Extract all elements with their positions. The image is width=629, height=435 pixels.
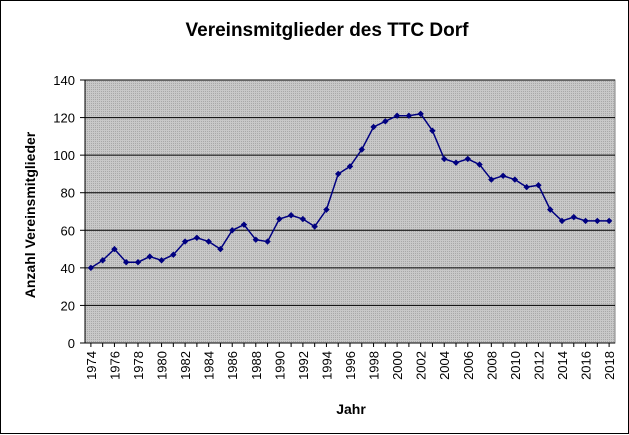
data-point-1987	[240, 221, 248, 228]
data-point-1981	[170, 251, 177, 258]
x-axis-label: Jahr	[336, 401, 366, 417]
x-tick-label: 1976	[107, 351, 122, 380]
x-tick-label: 1992	[296, 351, 311, 380]
data-point-2008	[488, 176, 495, 183]
data-point-1993	[311, 223, 318, 230]
data-point-2017	[594, 217, 601, 225]
data-point-1989	[264, 238, 271, 245]
x-tick-label: 1980	[155, 351, 170, 380]
x-tick-label: 2000	[390, 351, 405, 380]
plot-area	[84, 79, 616, 344]
data-point-2014	[558, 217, 566, 225]
x-tick-label: 2014	[555, 351, 570, 380]
y-tick-label: 20	[61, 298, 75, 313]
data-point-1984	[205, 238, 212, 245]
data-point-1980	[158, 257, 165, 264]
data-point-1985	[217, 245, 224, 253]
data-point-2016	[582, 217, 589, 225]
series-line-group	[87, 110, 613, 272]
x-tick-label: 1988	[249, 351, 264, 380]
data-point-2010	[511, 176, 519, 183]
data-point-1994	[323, 206, 330, 213]
data-point-2011	[523, 183, 530, 191]
data-point-1998	[370, 123, 377, 131]
x-axis-ticks: 1974 1976 1978 1980 1982 1984 1986 1988 1990 1992…	[84, 343, 617, 380]
data-point-2003	[429, 127, 436, 134]
data-point-1975	[99, 257, 106, 264]
data-point-2005	[452, 159, 460, 166]
data-point-1974	[87, 264, 95, 272]
chart-title: Vereinsmitglieder des TTC Dorf	[186, 20, 470, 41]
x-tick-label: 2004	[437, 351, 452, 380]
data-point-1976	[111, 245, 118, 253]
y-tick-label: 120	[53, 111, 75, 126]
x-tick-label: 2018	[602, 351, 617, 380]
x-tick-label: 2008	[484, 351, 499, 380]
data-point-1990	[276, 215, 283, 223]
x-tick-label: 1982	[178, 351, 193, 380]
y-tick-label: 60	[61, 223, 75, 238]
data-point-1992	[299, 215, 307, 223]
x-tick-label: 1990	[272, 351, 287, 380]
data-point-2007	[476, 161, 483, 168]
data-point-2015	[570, 213, 577, 221]
data-point-1999	[382, 118, 389, 125]
data-point-2013	[547, 206, 554, 213]
data-point-1978	[134, 259, 142, 266]
x-tick-label: 2002	[414, 351, 429, 380]
x-tick-label: 1984	[202, 351, 217, 380]
x-tick-label: 2010	[508, 351, 523, 380]
x-tick-label: 1978	[131, 351, 146, 380]
y-tick-label: 0	[68, 336, 75, 351]
y-axis-ticks: 0 20 40 60 80 100 120 140	[53, 73, 85, 351]
data-point-1979	[146, 253, 153, 260]
x-tick-label: 2016	[579, 351, 594, 380]
data-point-2018	[605, 217, 613, 225]
data-point-2012	[535, 182, 542, 189]
data-point-1996	[346, 163, 354, 170]
y-tick-label: 40	[61, 261, 75, 276]
y-axis-label: Anzahl Vereinsmitglieder	[22, 131, 38, 298]
data-point-1986	[229, 227, 236, 234]
y-tick-label: 80	[61, 186, 75, 201]
x-tick-label: 2012	[531, 351, 546, 380]
data-point-2000	[393, 112, 401, 119]
data-point-1977	[123, 259, 130, 266]
x-tick-label: 1996	[343, 351, 358, 380]
data-point-1995	[335, 170, 342, 178]
data-point-1982	[181, 238, 189, 245]
y-tick-label: 140	[53, 73, 75, 88]
gridlines	[85, 79, 615, 306]
data-point-2006	[464, 155, 471, 163]
data-point-2004	[441, 155, 448, 163]
x-tick-label: 1974	[84, 351, 99, 380]
data-point-2002	[417, 110, 424, 118]
x-tick-label: 1998	[367, 351, 382, 380]
data-point-1988	[252, 236, 259, 243]
x-tick-label: 1986	[225, 351, 240, 380]
x-tick-label: 2006	[461, 351, 476, 380]
x-tick-label: 1994	[319, 351, 334, 380]
y-tick-label: 100	[53, 148, 75, 163]
data-point-2001	[405, 112, 413, 119]
data-point-2009	[499, 172, 507, 180]
data-point-1997	[358, 146, 365, 153]
data-point-1983	[193, 234, 201, 241]
data-point-1991	[287, 212, 295, 219]
